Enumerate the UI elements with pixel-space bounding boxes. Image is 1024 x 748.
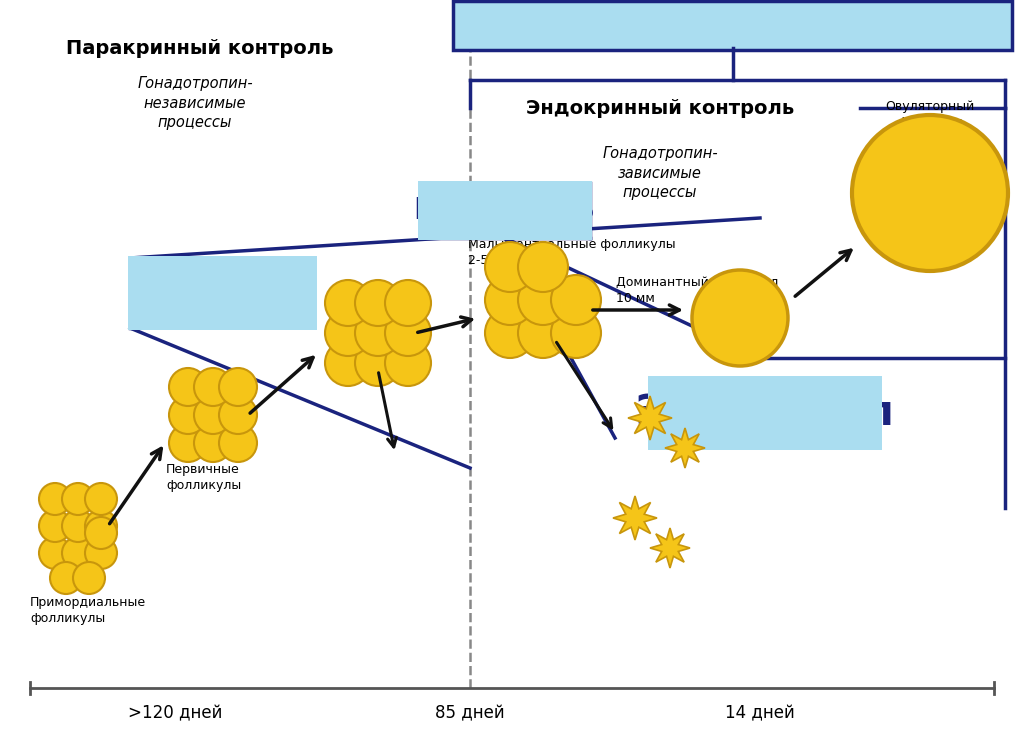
Text: Паракринный контроль: Паракринный контроль: [67, 38, 334, 58]
Circle shape: [485, 275, 535, 325]
Text: Доминантный фолликул
10 мм: Доминантный фолликул 10 мм: [616, 276, 778, 305]
Circle shape: [62, 510, 94, 542]
Circle shape: [325, 280, 371, 326]
Polygon shape: [650, 528, 690, 568]
Text: Малые антральные фолликулы
2-5 мм: Малые антральные фолликулы 2-5 мм: [468, 238, 676, 267]
Circle shape: [485, 308, 535, 358]
Text: Овуляторный
фолликул
20 мм: Овуляторный фолликул 20 мм: [886, 100, 975, 145]
Polygon shape: [613, 496, 657, 540]
Text: АМГ: АМГ: [159, 267, 286, 319]
Circle shape: [39, 537, 71, 569]
Polygon shape: [628, 396, 672, 440]
Circle shape: [385, 310, 431, 356]
Circle shape: [194, 396, 232, 434]
Text: 14 дней: 14 дней: [725, 704, 795, 722]
FancyBboxPatch shape: [453, 1, 1012, 50]
Text: Вторичные
фолликулы: Вторичные фолликулы: [335, 283, 411, 312]
Circle shape: [355, 340, 401, 386]
Circle shape: [518, 308, 568, 358]
Circle shape: [551, 275, 601, 325]
Text: Эстрадиол: Эстрадиол: [636, 392, 894, 434]
Circle shape: [385, 340, 431, 386]
Circle shape: [325, 340, 371, 386]
Circle shape: [85, 517, 117, 549]
FancyBboxPatch shape: [418, 181, 592, 240]
Circle shape: [85, 537, 117, 569]
FancyBboxPatch shape: [648, 376, 882, 450]
Text: Гонадотропин-
зависимые
процессы: Гонадотропин- зависимые процессы: [602, 146, 718, 200]
Text: Примордиальные
фолликулы: Примордиальные фолликулы: [30, 596, 146, 625]
Circle shape: [518, 275, 568, 325]
Text: ФСГ-зависимые процессы: ФСГ-зависимые процессы: [555, 13, 910, 37]
Text: >120 дней: >120 дней: [128, 704, 222, 722]
Circle shape: [39, 510, 71, 542]
Circle shape: [385, 280, 431, 326]
Circle shape: [62, 483, 94, 515]
Circle shape: [852, 115, 1008, 271]
Circle shape: [194, 368, 232, 406]
Circle shape: [169, 424, 207, 462]
Circle shape: [485, 242, 535, 292]
Circle shape: [692, 270, 788, 366]
Circle shape: [85, 483, 117, 515]
Circle shape: [85, 510, 117, 542]
Circle shape: [194, 424, 232, 462]
FancyBboxPatch shape: [128, 256, 317, 330]
Text: 85 дней: 85 дней: [435, 704, 505, 722]
Circle shape: [518, 242, 568, 292]
Text: Ингибин В: Ингибин В: [415, 196, 596, 225]
Circle shape: [325, 310, 371, 356]
Polygon shape: [665, 428, 705, 468]
Text: Гонадотропин-
независимые
процессы: Гонадотропин- независимые процессы: [137, 76, 253, 130]
Circle shape: [219, 396, 257, 434]
Circle shape: [219, 368, 257, 406]
Text: Первичные
фолликулы: Первичные фолликулы: [166, 463, 242, 492]
Circle shape: [219, 424, 257, 462]
Circle shape: [39, 483, 71, 515]
Circle shape: [355, 310, 401, 356]
Circle shape: [62, 537, 94, 569]
Circle shape: [169, 368, 207, 406]
Circle shape: [73, 562, 105, 594]
Circle shape: [355, 280, 401, 326]
Circle shape: [50, 562, 82, 594]
Text: Эндокринный контроль: Эндокринный контроль: [526, 99, 795, 117]
Circle shape: [551, 308, 601, 358]
Circle shape: [169, 396, 207, 434]
